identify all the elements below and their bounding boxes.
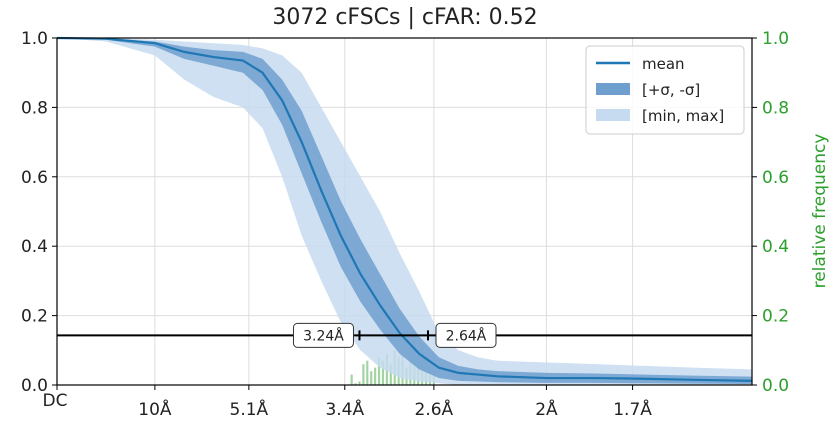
- mean-line-layer: [56, 36, 753, 382]
- legend-swatch-minmax: [596, 109, 630, 121]
- x-tick-label: 2Å: [535, 398, 558, 420]
- histogram-bar: [381, 360, 385, 385]
- mean-line: [56, 36, 753, 382]
- bands: [57, 38, 752, 385]
- x-tick-label: 3.4Å: [325, 398, 364, 420]
- y-tick-label: 0.8: [21, 98, 48, 118]
- histogram-bar: [366, 360, 369, 385]
- histogram-bar: [377, 357, 381, 385]
- y-axis-ticks: 0.0 0.2 0.4 0.6 0.8 1.0: [21, 29, 57, 396]
- right-y-tick-label: 0.0: [762, 376, 789, 396]
- y-tick-label: 0.2: [21, 307, 48, 327]
- x-tick-label: 1.7Å: [613, 398, 652, 420]
- y-tick-label: 0.4: [21, 237, 48, 257]
- histogram-bar: [370, 371, 373, 385]
- right-y-tick-label: 0.2: [762, 307, 789, 327]
- x-tick-label: DC: [43, 391, 68, 411]
- histogram-bar: [350, 374, 353, 385]
- right-y-tick-label: 0.8: [762, 98, 789, 118]
- threshold-label-box: [292, 322, 354, 348]
- right-y-tick-label: 0.6: [762, 168, 789, 188]
- histogram-bar: [362, 364, 365, 385]
- x-tick-label: 2.6Å: [415, 398, 454, 420]
- chart-title: 3072 cFSCs | cFAR: 0.52: [272, 5, 537, 30]
- right-axis-label: relative frequency: [810, 134, 830, 289]
- legend-swatch-sigma: [596, 83, 630, 95]
- right-y-axis-ticks: 0.0 0.2 0.4 0.6 0.8 1.0: [752, 29, 789, 396]
- right-y-tick-label: 1.0: [762, 29, 789, 49]
- y-tick-label: 0.6: [21, 168, 48, 188]
- histogram-bar: [354, 383, 357, 385]
- threshold-label: 3.24Å: [303, 327, 344, 344]
- x-axis-ticks: DC 10Å 5.1Å 3.4Å 2.6Å 2Å 1.7Å: [43, 385, 652, 420]
- plot-frame: [56, 37, 753, 386]
- legend-label-minmax: [min, max]: [642, 107, 724, 125]
- legend-label-sigma: [+σ, -σ]: [642, 81, 700, 99]
- histogram-bar: [389, 364, 392, 385]
- x-tick-label: 10Å: [138, 398, 172, 420]
- histogram-bar: [358, 381, 361, 385]
- right-y-tick-label: 0.4: [762, 237, 789, 257]
- x-tick-label: 5.1Å: [230, 398, 269, 420]
- threshold-layer: 3.24Å 2.64Å: [57, 322, 752, 348]
- legend-label-mean: mean: [642, 55, 685, 73]
- y-tick-label: 1.0: [21, 29, 48, 49]
- histogram-bar: [374, 367, 377, 385]
- threshold-label-box: [435, 322, 497, 348]
- y-tick-label: 0.0: [21, 376, 48, 396]
- legend: mean [+σ, -σ] [min, max]: [585, 45, 745, 135]
- threshold-label: 2.64Å: [446, 327, 487, 344]
